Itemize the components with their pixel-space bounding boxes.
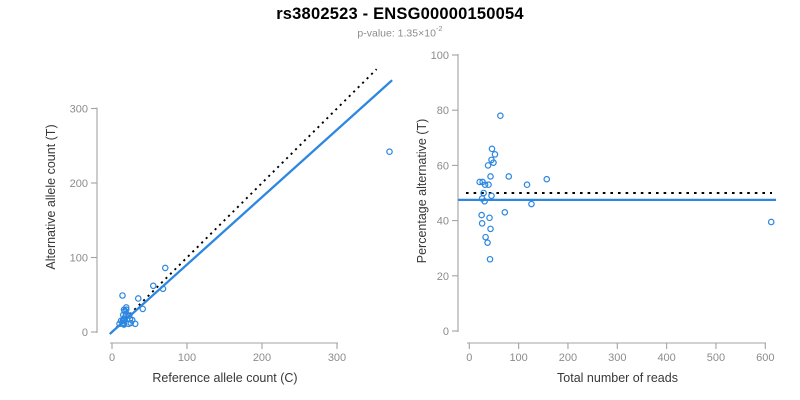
y-tick-label: 100 [431,50,449,62]
figure-title: rs3802523 - ENSG00000150054 [276,5,524,23]
data-point [119,292,126,299]
data-point [386,148,393,156]
x-tick-label: 100 [178,352,196,364]
data-point [485,181,492,189]
percentage-vs-reads-scatter: 0 100 200 300 400 500 600 0 20 40 60 80 100 [431,50,776,364]
reference-line [111,68,378,333]
y-tick-label: 0 [443,326,449,338]
data-point [127,319,135,327]
y-tick-label: 20 [437,271,449,283]
data-point [486,214,493,222]
data-point [488,192,495,200]
x-tick-label: 100 [509,352,527,364]
data-point [523,181,531,189]
y-tick-label: 0 [82,327,88,339]
data-point [131,320,139,328]
data-point [149,282,157,290]
x-tick-label: 300 [608,352,626,364]
y-tick-label: 40 [437,216,449,228]
y-tick-label: 80 [437,105,449,117]
y-tick-label: 200 [70,178,88,190]
data-point [134,295,142,302]
pvalue-exponent: -2 [435,24,443,33]
data-point [528,200,535,208]
right-plot-y-axis-title: Percentage alternative (T) [415,118,429,264]
data-point [767,218,775,226]
data-point [478,211,485,219]
x-tick-label: 500 [707,352,725,364]
data-point [486,255,494,263]
y-tick-label: 60 [437,160,449,172]
x-tick-label: 300 [328,352,346,364]
x-tick-label: 200 [253,352,271,364]
data-point [491,151,499,158]
data-point [487,225,494,233]
data-point [484,162,492,169]
x-tick-label: 400 [657,352,675,364]
data-point [487,173,494,180]
data-point [481,181,489,189]
data-point [505,173,513,180]
data-point [120,321,128,328]
data-point [497,112,504,120]
data-point [501,209,509,216]
pvalue-text: p-value: 1.35×10 [357,27,436,40]
data-point [139,305,147,313]
x-tick-label: 600 [756,352,774,364]
data-point [543,175,551,183]
allele-counts-scatter: 0 100 200 300 0 100 200 300 [70,68,393,364]
data-point [120,317,128,325]
data-point [159,285,167,293]
data-point [161,264,169,272]
y-tick-label: 300 [70,104,88,116]
x-tick-label: 0 [466,352,472,364]
right-plot-x-axis-title: Total number of reads [557,371,678,385]
figure-subtitle: p-value: 1.35×10-2 [0,24,800,40]
y-tick-label: 100 [70,253,88,265]
data-point [476,178,483,186]
left-plot-x-axis-title: Reference allele count (C) [152,371,298,385]
data-point [481,197,488,205]
fit-line [108,79,393,335]
data-point [482,233,489,241]
data-point [125,312,133,319]
data-point [490,159,497,166]
x-tick-label: 200 [559,352,577,364]
x-tick-label: 0 [109,352,115,364]
data-point [122,306,130,313]
data-point [122,304,130,311]
data-point [484,239,491,246]
data-point [488,145,496,153]
left-plot-y-axis-title: Alternative allele count (T) [44,124,58,270]
data-point [478,220,486,227]
